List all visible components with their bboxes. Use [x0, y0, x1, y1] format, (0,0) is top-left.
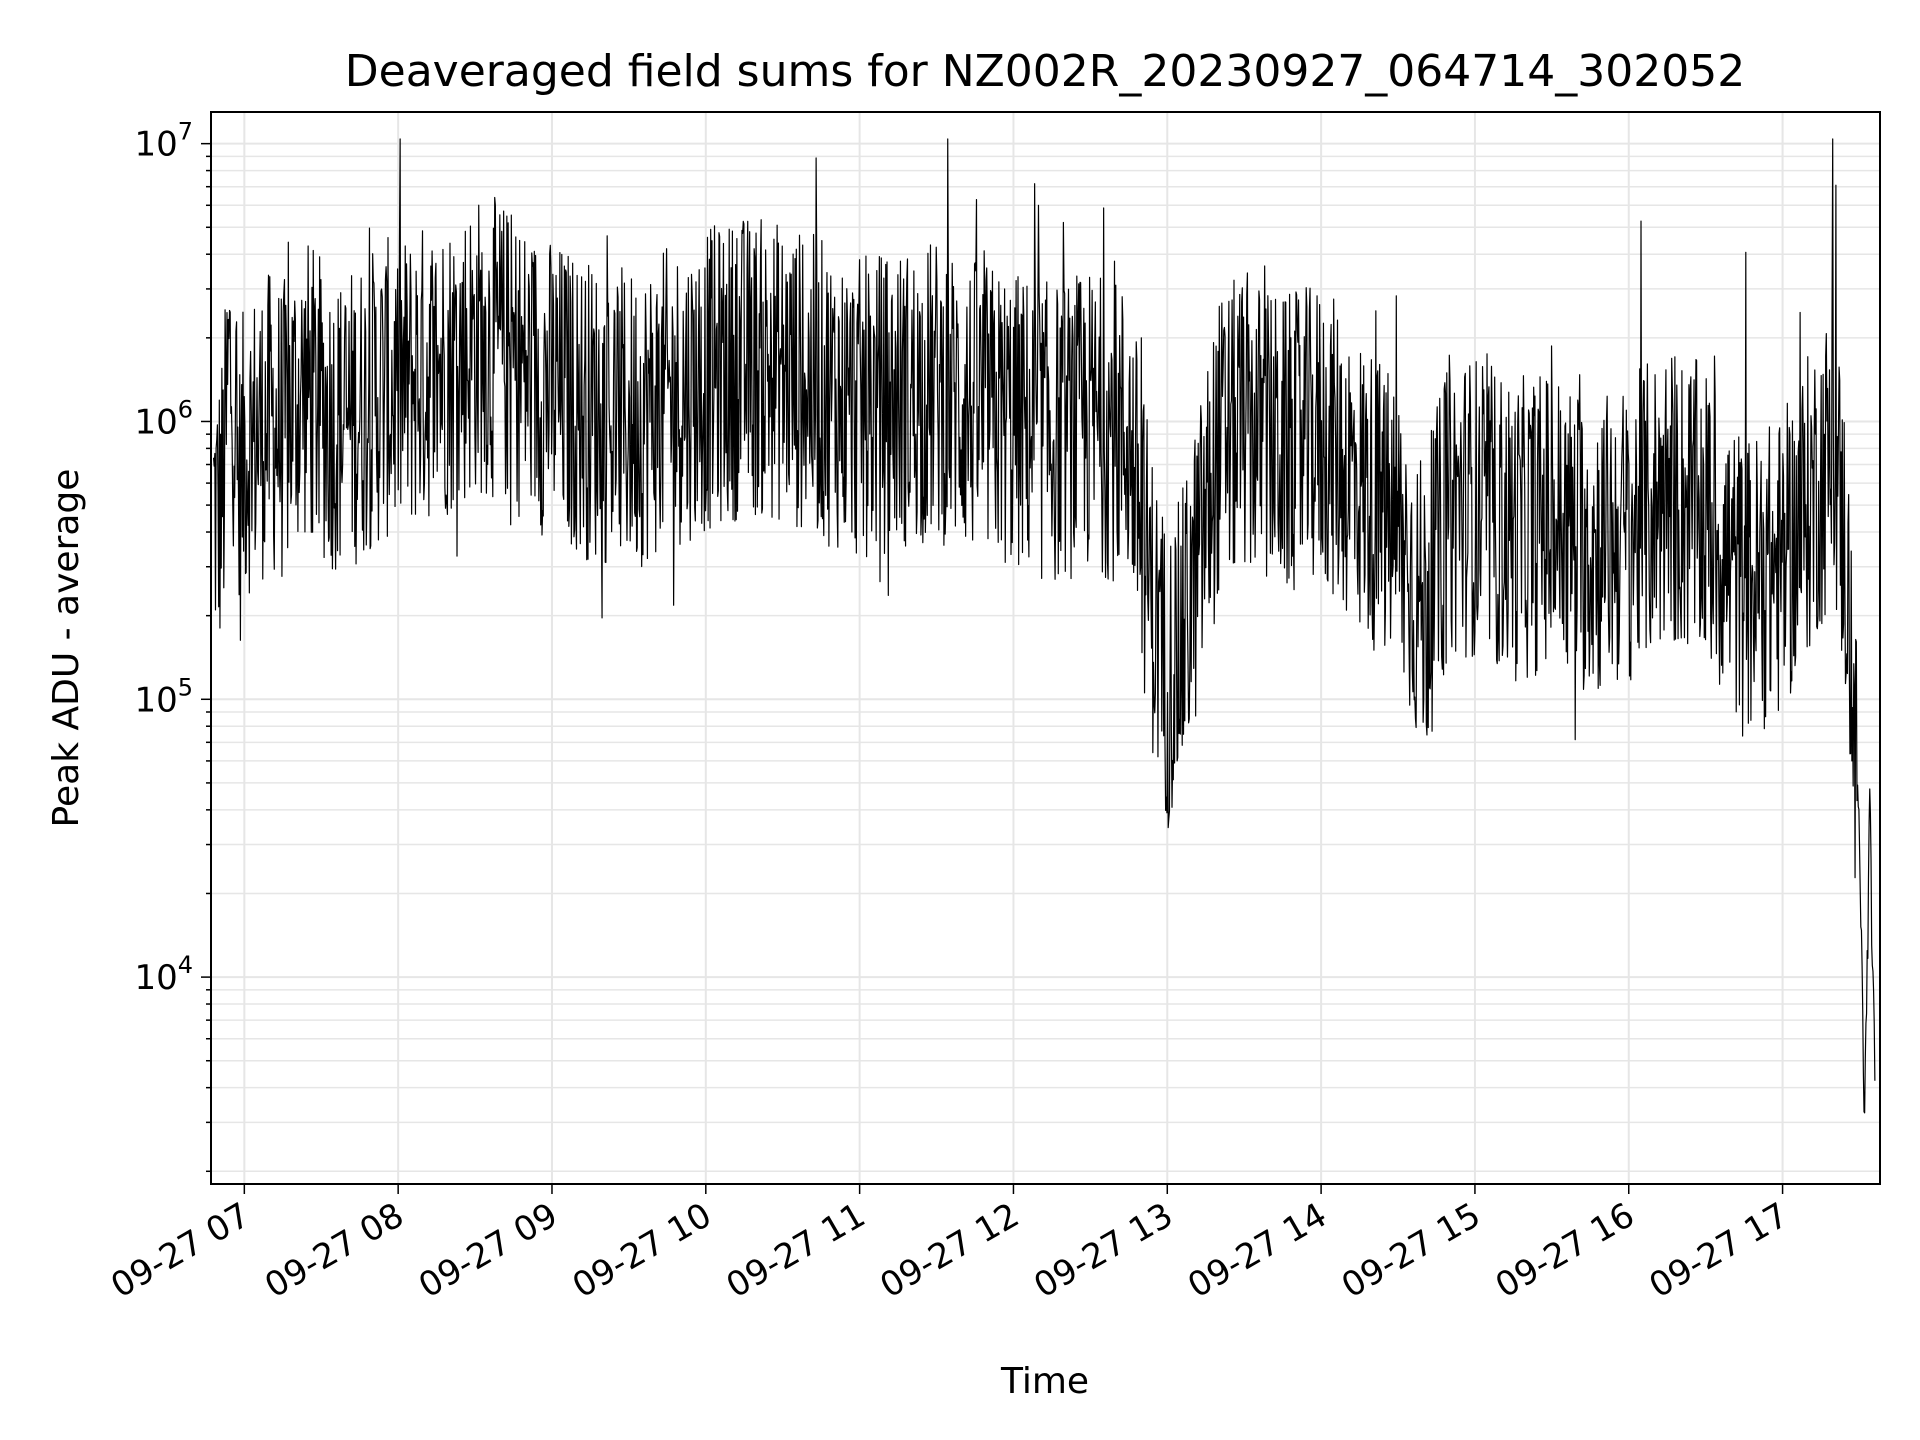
y-axis: 104 105 106 107 — [134, 118, 211, 1173]
y-axis-label: Peak ADU - average — [46, 469, 87, 828]
plot-area — [212, 138, 1876, 1114]
y-tick-label: 106 — [134, 395, 193, 442]
plot-frame — [210, 111, 1881, 1185]
y-tick-label: 105 — [134, 673, 193, 720]
x-axis-label: Time — [1000, 1361, 1089, 1402]
y-tick-label: 104 — [134, 951, 193, 998]
chart-title: Deaveraged field sums for NZ002R_2023092… — [345, 46, 1745, 97]
series-line — [212, 138, 1876, 1114]
y-tick-label: 107 — [134, 118, 193, 165]
